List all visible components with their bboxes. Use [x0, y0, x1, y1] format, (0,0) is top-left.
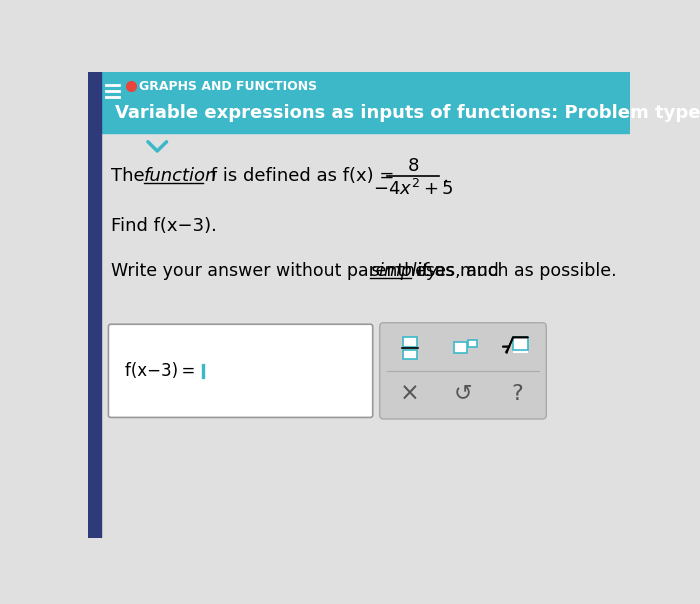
Bar [468, 339, 477, 347]
Text: GRAPHS AND FUNCTIONS: GRAPHS AND FUNCTIONS [139, 80, 317, 93]
Text: Write your answer without parentheses, and: Write your answer without parentheses, a… [111, 262, 504, 280]
Text: The: The [111, 167, 150, 185]
FancyBboxPatch shape [108, 324, 372, 417]
Text: 8: 8 [407, 156, 419, 175]
Text: it as much as possible.: it as much as possible. [412, 262, 617, 280]
Text: simplify: simplify [370, 262, 438, 280]
Bar [403, 350, 417, 359]
Bar [403, 338, 417, 347]
Text: f(x−3) =: f(x−3) = [125, 362, 195, 381]
FancyBboxPatch shape [379, 323, 546, 419]
Text: function: function [144, 167, 218, 185]
Bar [513, 338, 528, 350]
Bar [513, 338, 528, 353]
Text: $-4x^2+5$: $-4x^2+5$ [373, 179, 453, 199]
Text: ×: × [400, 382, 420, 405]
Text: f is defined as f(x) =: f is defined as f(x) = [204, 167, 394, 185]
Text: ?: ? [511, 384, 523, 403]
Bar [202, 364, 204, 378]
Bar [102, 132, 630, 538]
Bar [102, 72, 630, 132]
Bar [454, 342, 468, 353]
Text: Variable expressions as inputs of functions: Problem type 2: Variable expressions as inputs of functi… [116, 103, 700, 121]
Text: ↺: ↺ [454, 384, 472, 403]
Text: Find f(x−3).: Find f(x−3). [111, 217, 216, 236]
Text: .: . [442, 167, 449, 186]
Bar [88, 72, 102, 538]
